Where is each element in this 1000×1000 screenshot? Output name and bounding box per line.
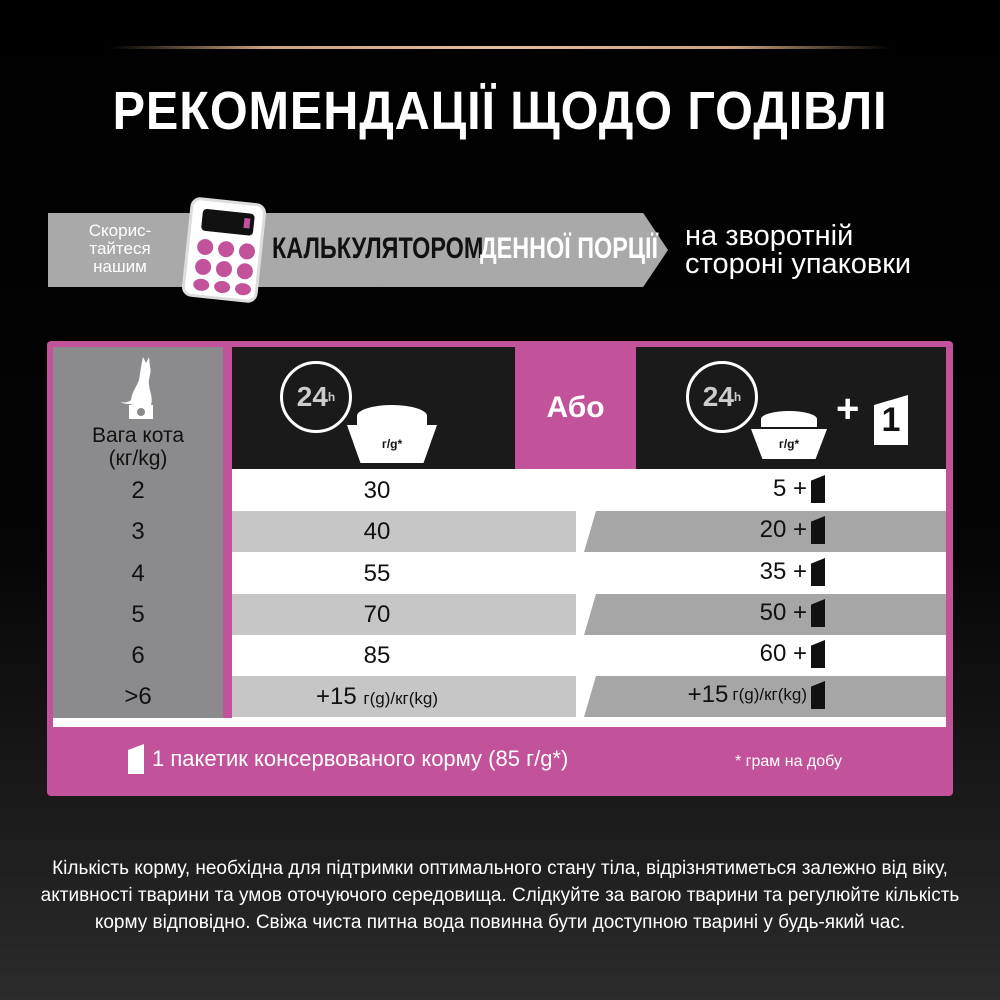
weight-cell: 2	[131, 477, 145, 504]
pouch-icon	[811, 475, 825, 503]
pouch-icon	[811, 516, 825, 544]
dry-amount-cell: 30	[363, 477, 391, 504]
weight-cell: 6	[131, 642, 145, 669]
weight-label-line1: Вага кота	[91, 424, 185, 447]
table-bottom-strip	[53, 718, 946, 727]
pouch-icon: 1	[874, 395, 908, 445]
mixed-header: 24 h г/g* + 1	[636, 347, 946, 469]
feeding-description: Кількість корму, необхідна для підтримки…	[40, 858, 960, 933]
food-icon	[357, 405, 427, 427]
bowl-icon: г/g*	[751, 429, 827, 459]
weight-label-line2: (кг/kg)	[108, 447, 168, 470]
asterisk-note: * грам на добу	[735, 753, 842, 770]
dry-amount-cell: +15 г(g)/кг(kg)	[315, 683, 438, 710]
row-shade	[584, 676, 946, 717]
cat-on-scale-icon	[121, 357, 153, 419]
weight-cell: >6	[124, 683, 152, 710]
food-icon	[761, 411, 817, 427]
pouch-icon	[811, 599, 825, 627]
row-shade	[232, 676, 576, 717]
bowl-icon: г/g*	[347, 425, 437, 463]
back-line-2: стороні упаковки	[685, 248, 912, 280]
mixed-amount-cell: 60 +	[760, 640, 825, 668]
pouch-icon	[811, 640, 825, 668]
pouch-icon	[128, 744, 144, 774]
row-shade	[584, 511, 946, 552]
plus-sign: +	[836, 387, 860, 431]
dry-amount-cell: 85	[363, 642, 391, 669]
weight-cell: 5	[131, 601, 145, 628]
banner-use-text: Скорис-тайтеся нашим	[88, 221, 152, 276]
weight-cell: 3	[131, 518, 145, 545]
dry-amount-cell: 40	[363, 518, 391, 545]
mixed-amount-cell: 35 +	[760, 558, 825, 586]
banner-daily-text: ДЕННОЇ ПОРЦІЇ	[480, 232, 658, 265]
weight-cell: 4	[131, 560, 145, 587]
calculator-banner	[48, 213, 668, 287]
pouch-icon	[811, 558, 825, 586]
pouch-note-text: 1 пакетик консервованого корму (85 г/g*)	[152, 746, 569, 771]
mixed-amount-cell: +15 г(g)/кг(kg)	[688, 681, 825, 709]
mixed-amount-cell: 20 +	[760, 516, 825, 544]
banner-calculator-text: КАЛЬКУЛЯТОРОМ	[272, 232, 484, 265]
clock-24h-icon: 24 h	[280, 361, 352, 433]
pouch-footnote: 1 пакетик консервованого корму (85 г/g*)	[128, 744, 568, 774]
page-title: РЕКОМЕНДАЦІЇ ЩОДО ГОДІВЛІ	[112, 81, 888, 141]
dry-amount-cell: 55	[363, 560, 391, 587]
back-line-1: на зворотній	[685, 220, 854, 252]
weight-label: Вага кота (кг/kg)	[53, 424, 223, 470]
row-shade	[232, 511, 576, 552]
row-shade	[232, 594, 576, 635]
mixed-amount-cell: 5 +	[773, 475, 825, 503]
calculator-icon	[180, 196, 268, 304]
row-shade	[584, 594, 946, 635]
pouch-icon	[811, 681, 825, 709]
dry-only-header: 24 h г/g*	[232, 347, 515, 469]
or-label: Або	[515, 347, 636, 469]
mixed-amount-cell: 50 +	[760, 599, 825, 627]
dry-amount-cell: 70	[363, 601, 391, 628]
clock-24h-icon: 24 h	[686, 361, 758, 433]
gold-divider	[110, 46, 890, 49]
banner-back-text: на зворотній стороні упаковки	[685, 220, 912, 280]
